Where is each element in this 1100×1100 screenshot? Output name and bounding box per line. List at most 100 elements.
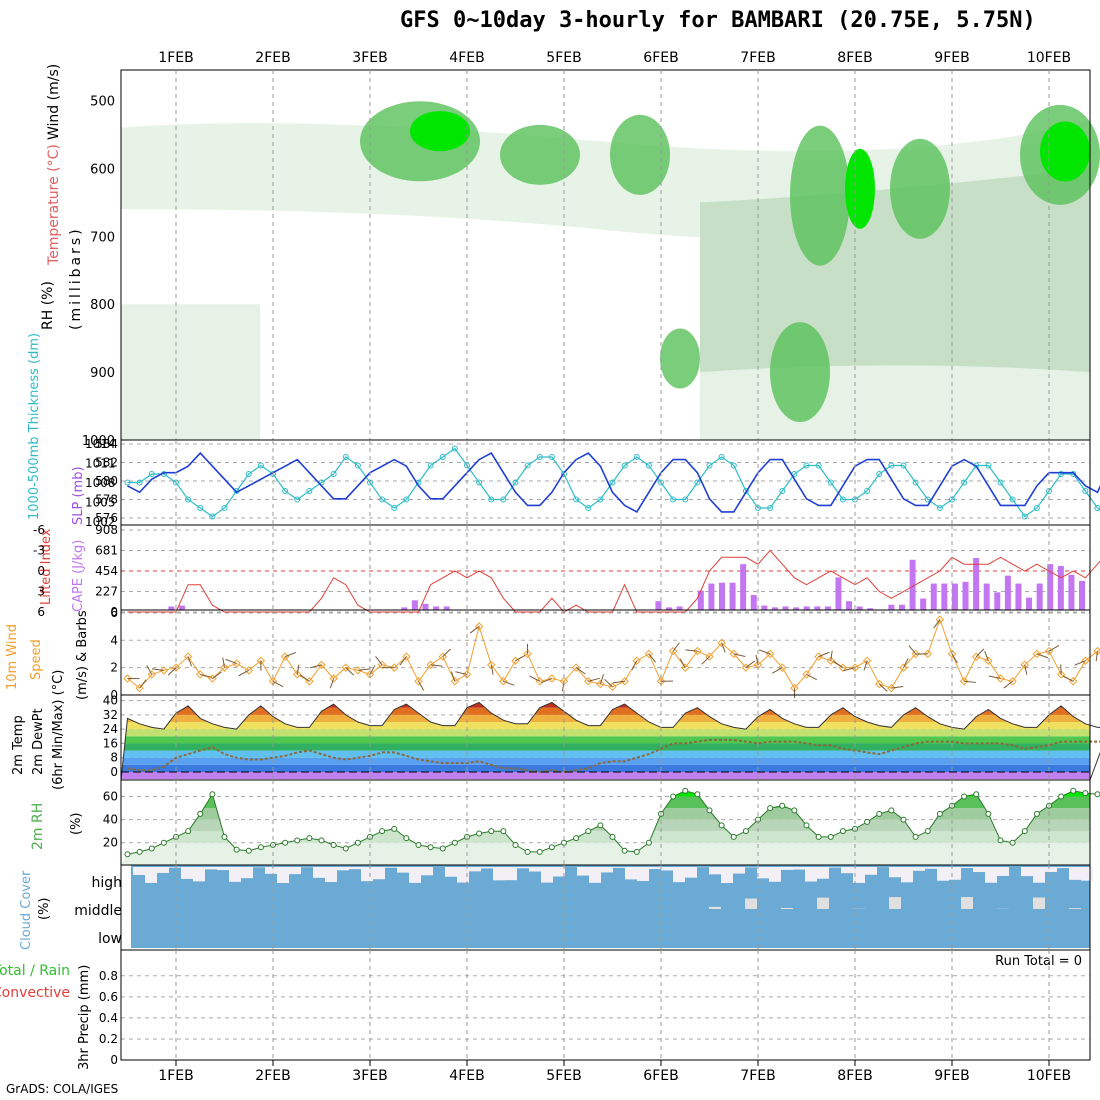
rh-point (730, 833, 737, 840)
precip-panel-labels: Total / Rain Convective 3hr Precip (mm) … (0, 954, 1082, 1070)
cloud-gap-high (829, 867, 841, 868)
cloud-fill (131, 865, 1090, 948)
wind-speed-point (862, 656, 872, 665)
cloud-gap-high (637, 867, 649, 882)
cape-bar (729, 582, 736, 610)
wind-speed-point (462, 670, 472, 679)
thickness-point (597, 496, 604, 503)
press-label: (millibars) (68, 226, 84, 330)
wind-speed-point (850, 663, 860, 672)
cape-bar (846, 601, 853, 610)
rh-point (548, 844, 555, 851)
wind-barb-small (772, 667, 783, 674)
rh-point (900, 816, 907, 823)
wind-barb-small (455, 671, 468, 675)
rh-point (148, 845, 155, 852)
bottom-date-axis: 1FEB 2FEB 3FEB 4FEB 5FEB 6FEB 7FEB 8FEB 9FEB 10FE… (158, 1060, 1071, 1084)
rh-point (524, 848, 531, 855)
wind-barb-small (843, 667, 856, 672)
wind-speed-point (244, 666, 253, 675)
cloud-gap-high (589, 867, 601, 883)
cape-bar (666, 607, 673, 610)
rh-point (451, 839, 458, 846)
bottom-date-label: 8FEB (837, 1068, 872, 1084)
cloud-gap-high (397, 867, 409, 873)
cloud-gap-high (1069, 867, 1081, 880)
rh-point (306, 835, 313, 842)
top-date-label: 8FEB (837, 50, 872, 66)
wind-speed-point (1069, 677, 1078, 686)
cloud-gap-high (1081, 867, 1093, 881)
thickness-point (197, 505, 204, 511)
temp-tick: 0 (110, 765, 118, 779)
wind-panel-labels: 10m Wind Speed (m/s) & Barbs (5, 610, 90, 700)
cloud-gap-high (649, 867, 661, 870)
cloud-gap-high (445, 867, 457, 877)
wind-barb-small (222, 657, 225, 668)
thickness-point (839, 496, 846, 503)
wind-barb-small (588, 677, 600, 682)
rh-point (488, 828, 495, 835)
rh-point (876, 810, 883, 817)
rh-core-2 (1040, 121, 1090, 182)
wind-speed-point (426, 660, 435, 670)
upper-ytick-label: 500 (90, 95, 115, 110)
cape-bar (920, 598, 927, 610)
thickness-point (573, 496, 580, 503)
rh-point (815, 833, 822, 840)
cloud-gap-high (145, 867, 157, 883)
thickness-point (1009, 496, 1016, 503)
wind-speed-point (802, 670, 811, 679)
rh-point (633, 848, 640, 855)
cloud-gap-high (313, 867, 325, 878)
rh-point (621, 847, 628, 854)
rh-blob-2 (610, 114, 670, 195)
top-date-label: 1FEB (158, 50, 193, 66)
cloud-gap-high (781, 867, 793, 870)
cape-bar (994, 592, 1001, 610)
wind-speed-point (487, 660, 496, 670)
thickness-point (815, 462, 822, 469)
cloud-gap-high (469, 867, 481, 872)
wind-barb-small (167, 667, 177, 676)
wind-barb-small (975, 648, 985, 657)
wind-barb-small (284, 651, 297, 658)
temp-label: Temperature (°C) (46, 144, 62, 266)
rh-point (1021, 828, 1028, 835)
slp-tick: 1005 (85, 496, 116, 510)
cape-bar (718, 582, 725, 610)
temp-label1: 2m Temp (11, 715, 26, 775)
cape-bar (761, 605, 768, 610)
rh-label: RH (%) (40, 281, 56, 330)
cloud-gap-high (409, 867, 421, 883)
wind-speed-point (220, 663, 229, 672)
bottom-date-label: 1FEB (158, 1068, 193, 1084)
thickness-point (1094, 505, 1100, 511)
temp-band-10 (121, 702, 1090, 708)
rh-tick: 20 (103, 836, 118, 850)
slp-tick: 1014 (85, 437, 116, 451)
wind-speed-point (814, 652, 823, 661)
cloud-gap-high (721, 867, 733, 883)
wind-barb-small (375, 656, 383, 666)
wind-speed-point (1093, 646, 1100, 656)
rh-point (864, 818, 871, 825)
cloud-gap-high (613, 867, 625, 868)
wind-speed-point (753, 660, 763, 670)
temp-band-1 (121, 764, 1090, 772)
thickness-point (439, 454, 446, 460)
cloud-gap-middle (745, 898, 757, 909)
thickness-point (985, 462, 992, 469)
wind-speed-point (923, 649, 932, 659)
wind-speed-point (183, 652, 193, 661)
wind-speed-point (293, 670, 302, 679)
rh-point (585, 828, 592, 835)
wind-barb-small (418, 681, 425, 691)
series-layer (120, 445, 1100, 948)
thick-tick: 580 (95, 474, 118, 488)
wind-speed-point (414, 677, 423, 686)
bottom-date-label: 7FEB (740, 1068, 775, 1084)
cloud-gap-high (133, 867, 145, 875)
rh-blob-1 (500, 124, 580, 185)
rh-point (791, 807, 798, 814)
